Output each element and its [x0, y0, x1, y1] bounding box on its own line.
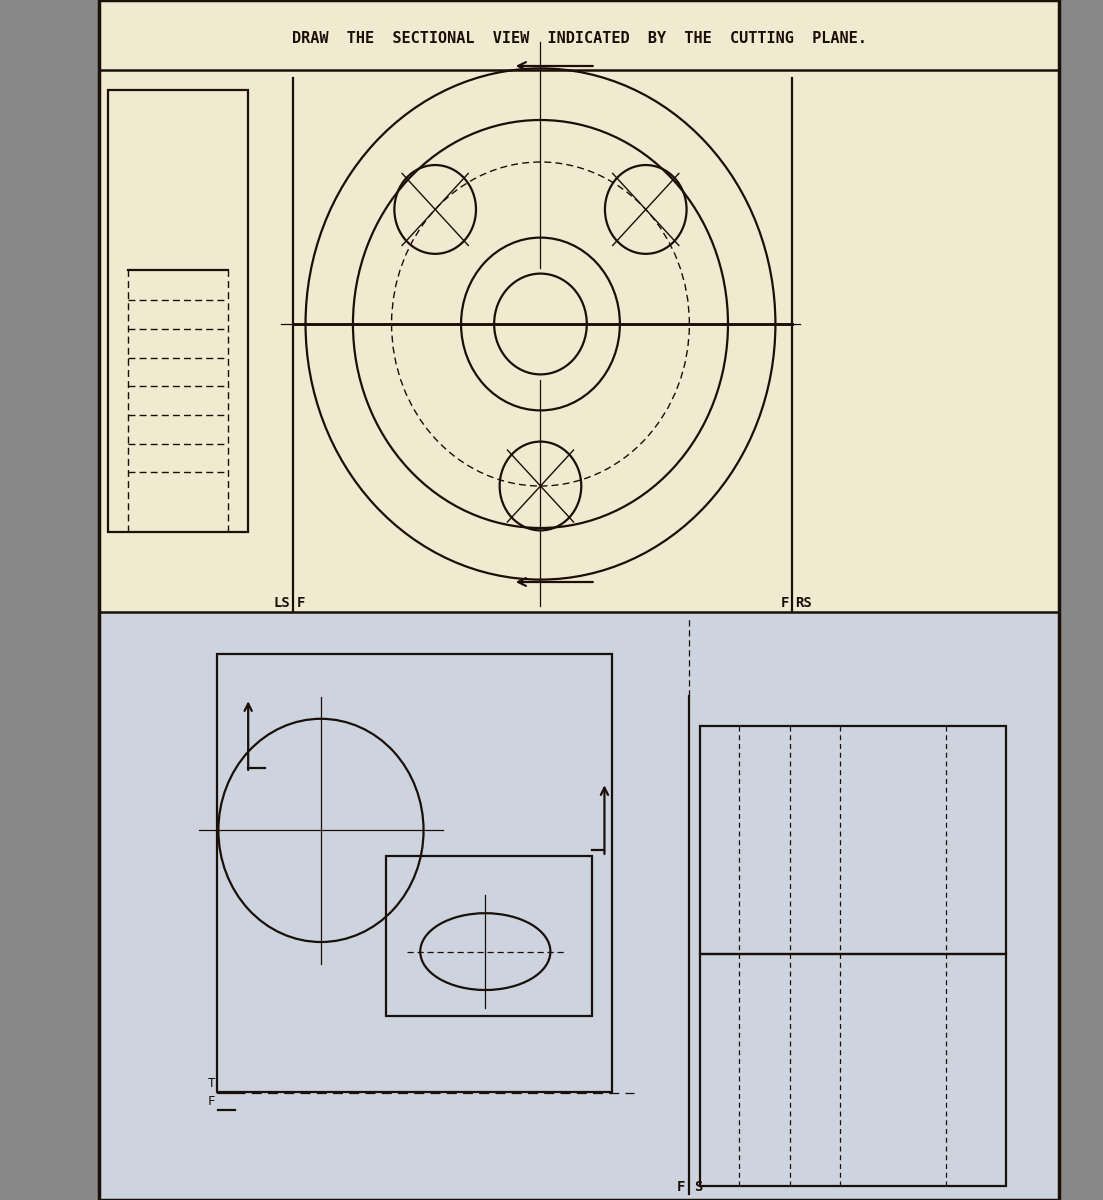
Text: DRAW  THE  SECTIONAL  VIEW  INDICATED  BY  THE  CUTTING  PLANE.: DRAW THE SECTIONAL VIEW INDICATED BY THE… [291, 31, 867, 46]
Text: F: F [780, 596, 789, 611]
Text: F: F [297, 596, 306, 611]
Text: F: F [207, 1096, 215, 1108]
Bar [700, 726, 1006, 954]
Text: F: F [676, 1180, 685, 1194]
Bar [99, 0, 1059, 612]
Bar [99, 612, 1059, 1200]
Bar [700, 954, 1006, 1186]
Text: T: T [207, 1078, 215, 1090]
Text: LS: LS [274, 596, 290, 611]
Text: S: S [694, 1180, 703, 1194]
Bar [99, 0, 1059, 1200]
Bar [386, 856, 592, 1016]
Bar [108, 90, 248, 532]
Bar [217, 654, 612, 1092]
Text: RS: RS [795, 596, 812, 611]
